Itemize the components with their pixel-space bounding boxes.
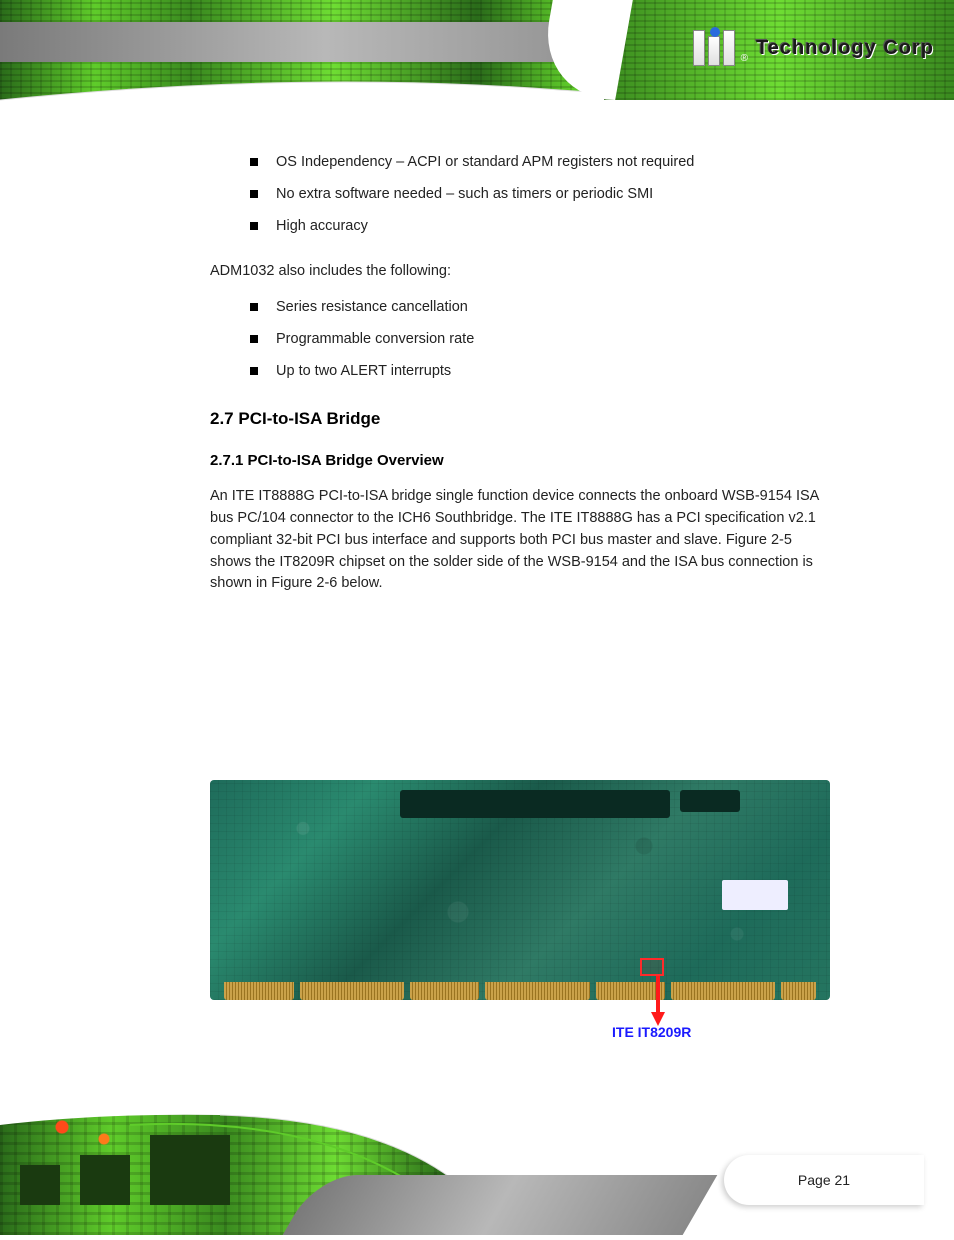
list-item: OS Independency – ACPI or standard APM r… bbox=[250, 152, 834, 174]
footer-band: Page 21 bbox=[0, 1095, 954, 1235]
section-title: PCI-to-ISA Bridge bbox=[238, 409, 380, 428]
section-number: 2.7 bbox=[210, 409, 234, 428]
company-name: Technology Corp bbox=[756, 37, 934, 60]
page-number: Page 21 bbox=[798, 1172, 850, 1188]
section-heading: 2.7 PCI-to-ISA Bridge bbox=[210, 406, 834, 432]
page-number-pill: Page 21 bbox=[724, 1155, 924, 1205]
list-item: High accuracy bbox=[250, 216, 834, 238]
subsection-number: 2.7.1 bbox=[210, 452, 243, 469]
company-logo: ® Technology Corp bbox=[693, 30, 934, 66]
figure-callout-label: ITE IT8209R bbox=[612, 1024, 691, 1040]
paragraph: An ITE IT8888G PCI-to-ISA bridge single … bbox=[210, 486, 834, 595]
list-item: Series resistance cancellation bbox=[250, 297, 834, 319]
feature-list-2: Series resistance cancellation Programma… bbox=[250, 297, 834, 382]
paragraph: ADM1032 also includes the following: bbox=[210, 261, 834, 283]
pcb-edge-connectors bbox=[210, 982, 830, 1000]
iei-logo-icon bbox=[693, 30, 735, 66]
footer-grey-sweep bbox=[283, 1175, 718, 1235]
subsection-title: PCI-to-ISA Bridge Overview bbox=[248, 452, 444, 469]
callout-arrow-icon bbox=[651, 976, 665, 1031]
feature-list-1: OS Independency – ACPI or standard APM r… bbox=[250, 152, 834, 237]
list-item: Up to two ALERT interrupts bbox=[250, 361, 834, 383]
pcb-figure: ITE IT8209R bbox=[210, 780, 830, 1000]
chip-highlight-box bbox=[640, 958, 664, 976]
pcb-board-image bbox=[210, 780, 830, 1000]
page-content: OS Independency – ACPI or standard APM r… bbox=[0, 140, 954, 609]
list-item: No extra software needed – such as timer… bbox=[250, 184, 834, 206]
subsection-heading: 2.7.1 PCI-to-ISA Bridge Overview bbox=[210, 450, 834, 473]
registered-mark: ® bbox=[741, 53, 748, 64]
list-item: Programmable conversion rate bbox=[250, 329, 834, 351]
